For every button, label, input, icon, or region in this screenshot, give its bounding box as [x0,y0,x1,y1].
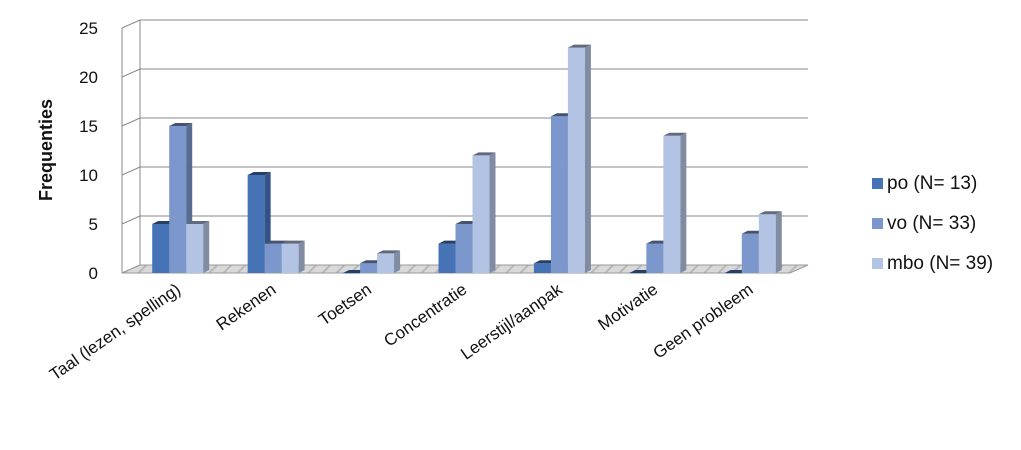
bar-front [724,273,742,274]
x-category-label: Toetsen [315,280,375,330]
bar-top [247,172,271,175]
bar [472,152,496,273]
y-tick-label: 5 [89,215,98,234]
bar-side [775,211,782,273]
bar-top [281,240,305,244]
bar-front [247,175,265,273]
bar-top [264,240,288,244]
y-tick-label: 10 [79,166,98,185]
bar-top [567,44,591,48]
bar-side [584,44,591,273]
bar-side [680,132,687,273]
bar-front [741,233,759,273]
bar-front [438,243,456,273]
bar-front [169,126,187,273]
bar-top [758,211,782,215]
gridline [121,117,141,127]
y-tick-label: 15 [79,117,98,136]
x-category-label: Rekenen [213,280,280,335]
bar-top [186,221,210,224]
legend-swatch [872,178,883,189]
legend-label: mbo (N= 39) [887,253,993,274]
bars [152,44,782,274]
bar [663,132,687,273]
bar-side [394,250,401,273]
bar-top [169,123,193,126]
x-category-label: Taal (lezen, spelling) [46,280,184,384]
y-tick-label: 20 [79,68,98,87]
x-category-labels: Taal (lezen, spelling) Rekenen Toetsen Conc… [46,279,756,384]
bar-front [646,243,664,273]
bar-front [550,116,568,273]
legend-label: vo (N= 33) [887,213,976,234]
bar [186,221,210,273]
bar-front [377,253,395,273]
bar [758,211,782,273]
x-category-label: Geen probleem [650,280,757,363]
bar [567,44,591,273]
y-tick-label: 0 [89,264,98,283]
bar-top [663,132,687,136]
bar-side [203,221,210,273]
bar-top [377,250,401,254]
x-category-label: Motivatie [595,280,662,335]
bar-side [298,240,305,273]
legend-swatch [872,218,883,229]
bar-front [264,243,282,273]
bar [377,250,401,273]
bar-front [758,214,776,273]
y-tick-labels: 0 5 10 15 20 25 [79,19,98,283]
bar [281,240,305,273]
bar-top [472,152,496,156]
gridline [121,19,141,29]
gridlines [121,19,808,225]
y-tick-label: 25 [79,19,98,38]
bar-front [455,224,473,273]
bar-front [663,135,681,273]
gridline [121,166,141,176]
bar-front [567,47,585,273]
gridline [121,215,141,225]
bar-front [629,273,647,274]
bar-front [360,263,378,273]
legend-swatch [872,258,883,269]
bar-front [281,243,299,273]
bar-front [533,263,551,273]
x-category-label: Leerstijl/aanpak [457,279,566,363]
legend-label: po (N= 13) [887,173,977,194]
y-axis-label: Frequenties [36,99,56,201]
bar-side [489,152,496,273]
bar-front [152,224,170,273]
bar-front [472,155,490,273]
gridline [121,68,141,78]
bar-front [186,224,204,273]
x-category-label: Concentratie [380,280,470,351]
legend: po (N= 13) vo (N= 33) mbo (N= 39) [872,173,993,274]
bar-front [343,273,361,274]
